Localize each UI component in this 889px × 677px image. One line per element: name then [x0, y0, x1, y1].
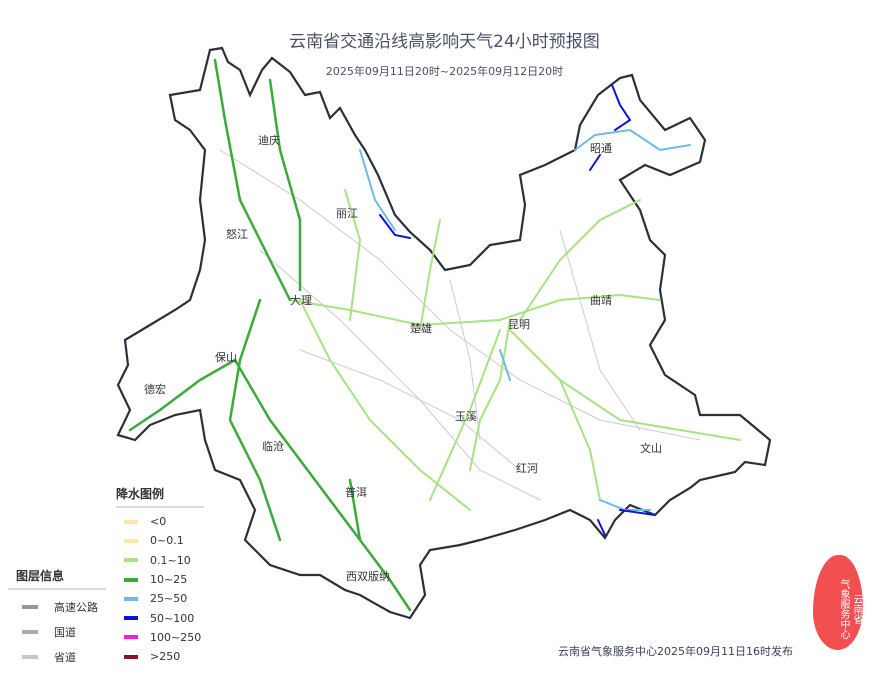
province-boundary	[116, 46, 772, 620]
precip-legend-item: 25~50	[116, 589, 204, 608]
seal-stamp: 云南省 气象服务中心	[813, 555, 863, 650]
layer-legend-label: 国道	[54, 625, 76, 639]
city-label: 丽江	[336, 207, 358, 220]
precip-legend-label: 10~25	[150, 573, 188, 587]
precip-legend-label: >250	[150, 650, 181, 664]
layer-legend: 图层信息 高速公路国道省道	[8, 567, 106, 669]
layer-legend-swatch	[22, 604, 38, 609]
precip-legend-label: 0~0.1	[150, 534, 184, 548]
precip-legend-item: 50~100	[116, 608, 204, 627]
city-label: 临沧	[262, 440, 284, 453]
city-label: 红河	[516, 462, 538, 475]
precip-legend: 降水图例 <0 0~0.1 0.1~10 10~25 25~50 50~100 100~25…	[116, 485, 204, 666]
layer-legend-title: 图层信息	[8, 567, 106, 590]
precip-legend-swatch	[124, 596, 138, 601]
precip-legend-swatch	[124, 616, 138, 621]
city-label: 大理	[290, 294, 312, 307]
layer-legend-item: 高速公路	[8, 594, 106, 619]
precip-legend-label: 0.1~10	[150, 553, 191, 567]
city-label: 保山	[215, 351, 237, 364]
precip-legend-label: 25~50	[150, 592, 188, 606]
precip-legend-label: <0	[150, 515, 167, 529]
map-subtitle: 2025年09月11日20时~2025年09月12日20时	[325, 65, 564, 78]
precip-legend-swatch	[124, 538, 138, 543]
layer-legend-item: 国道	[8, 619, 106, 644]
precip-legend-swatch	[124, 519, 138, 524]
city-label: 楚雄	[410, 322, 432, 335]
precip-legend-item: >250	[116, 647, 204, 666]
city-label: 迪庆	[258, 134, 280, 147]
city-label: 昭通	[590, 142, 612, 155]
map-title: 云南省交通沿线高影响天气24小时预报图	[289, 32, 600, 52]
publisher-footer: 云南省气象服务中心2025年09月11日16时发布	[558, 645, 793, 658]
layer-legend-swatch	[22, 654, 38, 659]
city-label: 玉溪	[455, 410, 477, 423]
layer-legend-item: 省道	[8, 644, 106, 669]
precip-legend-item: <0	[116, 512, 204, 531]
city-label: 怒江	[226, 228, 248, 241]
city-label: 曲靖	[590, 294, 612, 307]
layer-legend-swatch	[22, 629, 38, 634]
precip-legend-label: 50~100	[150, 611, 195, 625]
precip-legend-item: 10~25	[116, 570, 204, 589]
road-network	[128, 58, 741, 612]
precip-legend-item: 100~250	[116, 628, 204, 647]
city-label: 西双版纳	[346, 570, 390, 583]
city-label: 昆明	[508, 318, 530, 331]
precip-legend-item: 0~0.1	[116, 531, 204, 550]
precip-legend-swatch	[124, 577, 138, 582]
precip-legend-title: 降水图例	[116, 485, 204, 508]
precip-legend-label: 100~250	[150, 630, 202, 644]
city-label: 德宏	[144, 383, 166, 396]
precip-legend-swatch	[124, 654, 138, 659]
city-label: 普洱	[345, 486, 367, 499]
layer-legend-label: 高速公路	[54, 600, 98, 614]
precip-legend-swatch	[124, 635, 138, 640]
precip-legend-swatch	[124, 558, 138, 563]
precip-legend-item: 0.1~10	[116, 551, 204, 570]
layer-legend-label: 省道	[54, 650, 76, 664]
city-label: 文山	[640, 442, 662, 455]
